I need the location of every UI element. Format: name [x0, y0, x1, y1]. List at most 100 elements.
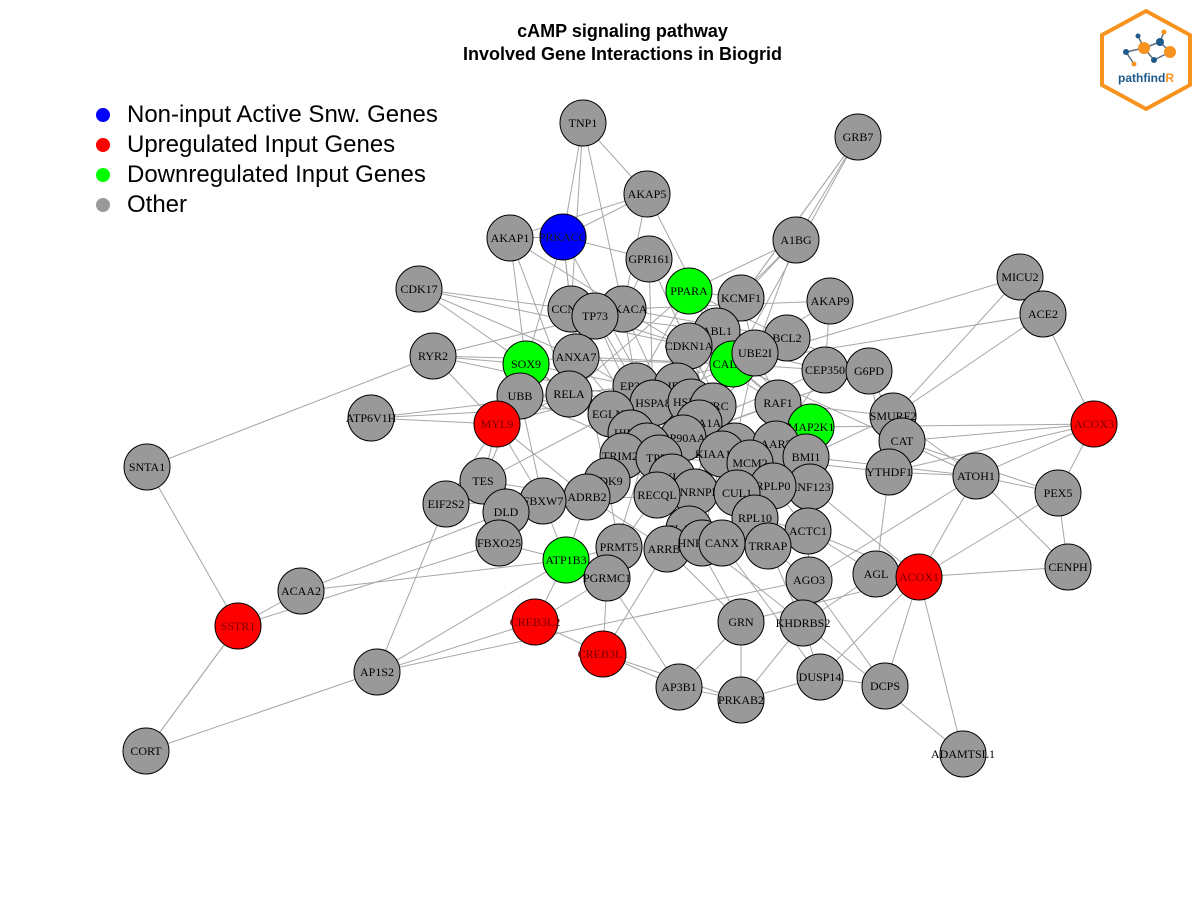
gene-node-label: RELA [553, 387, 585, 401]
gene-node-circle [865, 448, 913, 496]
gene-node-circle [895, 553, 943, 601]
gene-node-circle [861, 662, 909, 710]
gene-node-atoh1: ATOH1 [952, 452, 1000, 500]
legend-dot-upregulated [96, 138, 110, 152]
gene-node-creb3l1: CREB3L1 [578, 630, 628, 678]
gene-node-label: PEX5 [1044, 486, 1073, 500]
gene-node-label: AP3B1 [661, 680, 696, 694]
gene-node-circle [717, 274, 765, 322]
gene-node-circle [473, 400, 521, 448]
gene-node-label: TES [472, 474, 493, 488]
legend-label-active: Non-input Active Snw. Genes [127, 101, 438, 128]
gene-node-label: GRB7 [843, 130, 874, 144]
gene-node-label: AKAP9 [811, 294, 850, 308]
gene-node-circle [796, 653, 844, 701]
gene-node-label: BCL2 [772, 331, 801, 345]
gene-node-cenph: CENPH [1044, 543, 1092, 591]
gene-node-circle [422, 480, 470, 528]
gene-node-pgrmc1: PGRMC1 [583, 554, 631, 602]
gene-node-circle [395, 265, 443, 313]
gene-node-akap1: AKAP1 [486, 214, 534, 262]
gene-node-label: RECQL [637, 488, 676, 502]
gene-node-label: FBXW7 [523, 494, 564, 508]
gene-node-grn: GRN [717, 598, 765, 646]
gene-node-arrb2: ARRB2 [643, 525, 691, 573]
edge-acox3-ythdf1 [888, 423, 1095, 473]
gene-node-adamtsl1: ADAMTSL1 [931, 730, 995, 778]
gene-node-circle [545, 370, 593, 418]
edge-atoh1-ago3 [808, 475, 977, 581]
gene-node-fbxw7: FBXW7 [519, 477, 567, 525]
gene-node-label: MCM2 [732, 456, 767, 470]
legend-label-upregulated: Upregulated Input Genes [127, 131, 396, 158]
gene-node-label: UBE2I [738, 346, 772, 360]
gene-node-cdkn1a: CDKN1A [665, 322, 714, 370]
gene-node-circle [347, 394, 395, 442]
legend-item-upregulated: Upregulated Input Genes [96, 130, 438, 160]
gene-node-prkab2: PRKAB2 [717, 676, 765, 724]
gene-node-tp73: TP73 [571, 292, 619, 340]
gene-node-label: PGRMC1 [583, 571, 631, 585]
edge-canx-dusp14 [721, 542, 821, 678]
edge-cenph-acox1 [918, 566, 1069, 578]
gene-node-label: DCPS [870, 679, 900, 693]
edge-atp1b3-ap1s2 [376, 559, 567, 673]
gene-node-circle [939, 730, 987, 778]
gene-node-circle [475, 519, 523, 567]
gene-node-label: SNTA1 [129, 460, 165, 474]
gene-node-akap9: AKAP9 [806, 277, 854, 325]
gene-node-micu2: MICU2 [996, 253, 1044, 301]
gene-node-label: HSPA8 [635, 396, 671, 410]
edge-dld-acaa2 [300, 511, 507, 592]
gene-node-circle [665, 267, 713, 315]
gene-node-label: ABL1 [702, 324, 732, 338]
gene-node-circle [214, 602, 262, 650]
gene-node-label: CDKN1A [665, 339, 714, 353]
gene-node-kcmf1: KCMF1 [717, 274, 765, 322]
gene-node-label: ACOX1 [899, 570, 939, 584]
gene-node-circle [633, 471, 681, 519]
gene-node-label: EIF2S2 [428, 497, 465, 511]
gene-node-label: AP1S2 [360, 665, 394, 679]
gene-node-label: ACOX3 [1074, 417, 1114, 431]
gene-node-atp6v1h: ATP6V1H [346, 394, 397, 442]
gene-node-cort: CORT [122, 727, 170, 775]
logo-text-accent: R [1165, 71, 1174, 85]
gene-node-circle [122, 727, 170, 775]
edge-pex5-acox1 [918, 492, 1059, 578]
edge-eif2s2-ap1s2 [376, 503, 447, 673]
gene-node-fbxo25: FBXO25 [475, 519, 523, 567]
gene-node-label: ACTC1 [789, 524, 827, 538]
gene-node-label: CREB3L2 [510, 615, 561, 629]
gene-node-circle [834, 113, 882, 161]
gene-node-label: RPL10 [738, 511, 772, 525]
gene-node-circle [772, 216, 820, 264]
gene-node-tnp1: TNP1 [559, 99, 607, 147]
gene-node-circle [277, 567, 325, 615]
gene-node-circle [1070, 400, 1118, 448]
gene-node-label: TRRAP [749, 539, 788, 553]
legend-dot-active [96, 108, 110, 122]
gene-node-label: ADRB2 [567, 490, 606, 504]
gene-node-circle [731, 329, 779, 377]
gene-node-label: RAF1 [763, 396, 792, 410]
gene-node-raf1: RAF1 [754, 379, 802, 427]
gene-node-circle [583, 554, 631, 602]
gene-node-ago3: AGO3 [785, 556, 833, 604]
gene-node-circle [539, 213, 587, 261]
gene-node-label: KCMF1 [721, 291, 761, 305]
network-nodes: TNP1 GRB7 AKAP5 AKAP1 PRKACG A1BG GPR161 MICU2 C… [122, 99, 1118, 778]
gene-node-sstr1: SSTR1 [214, 602, 262, 650]
gene-node-akap5: AKAP5 [623, 170, 671, 218]
gene-node-label: MYL9 [481, 417, 514, 431]
gene-node-acox1: ACOX1 [895, 553, 943, 601]
gene-node-khdrbs2: KHDRBS2 [776, 599, 830, 647]
gene-node-circle [1019, 290, 1067, 338]
gene-node-label: CEP350 [805, 363, 845, 377]
edge-cdk17-anxa7 [418, 288, 577, 358]
gene-node-rnf123: RNF123 [786, 463, 834, 511]
gene-node-circle [559, 99, 607, 147]
gene-node-label: AGL [864, 567, 889, 581]
gene-node-label: ARRB2 [648, 542, 687, 556]
gene-node-myl9: MYL9 [473, 400, 521, 448]
